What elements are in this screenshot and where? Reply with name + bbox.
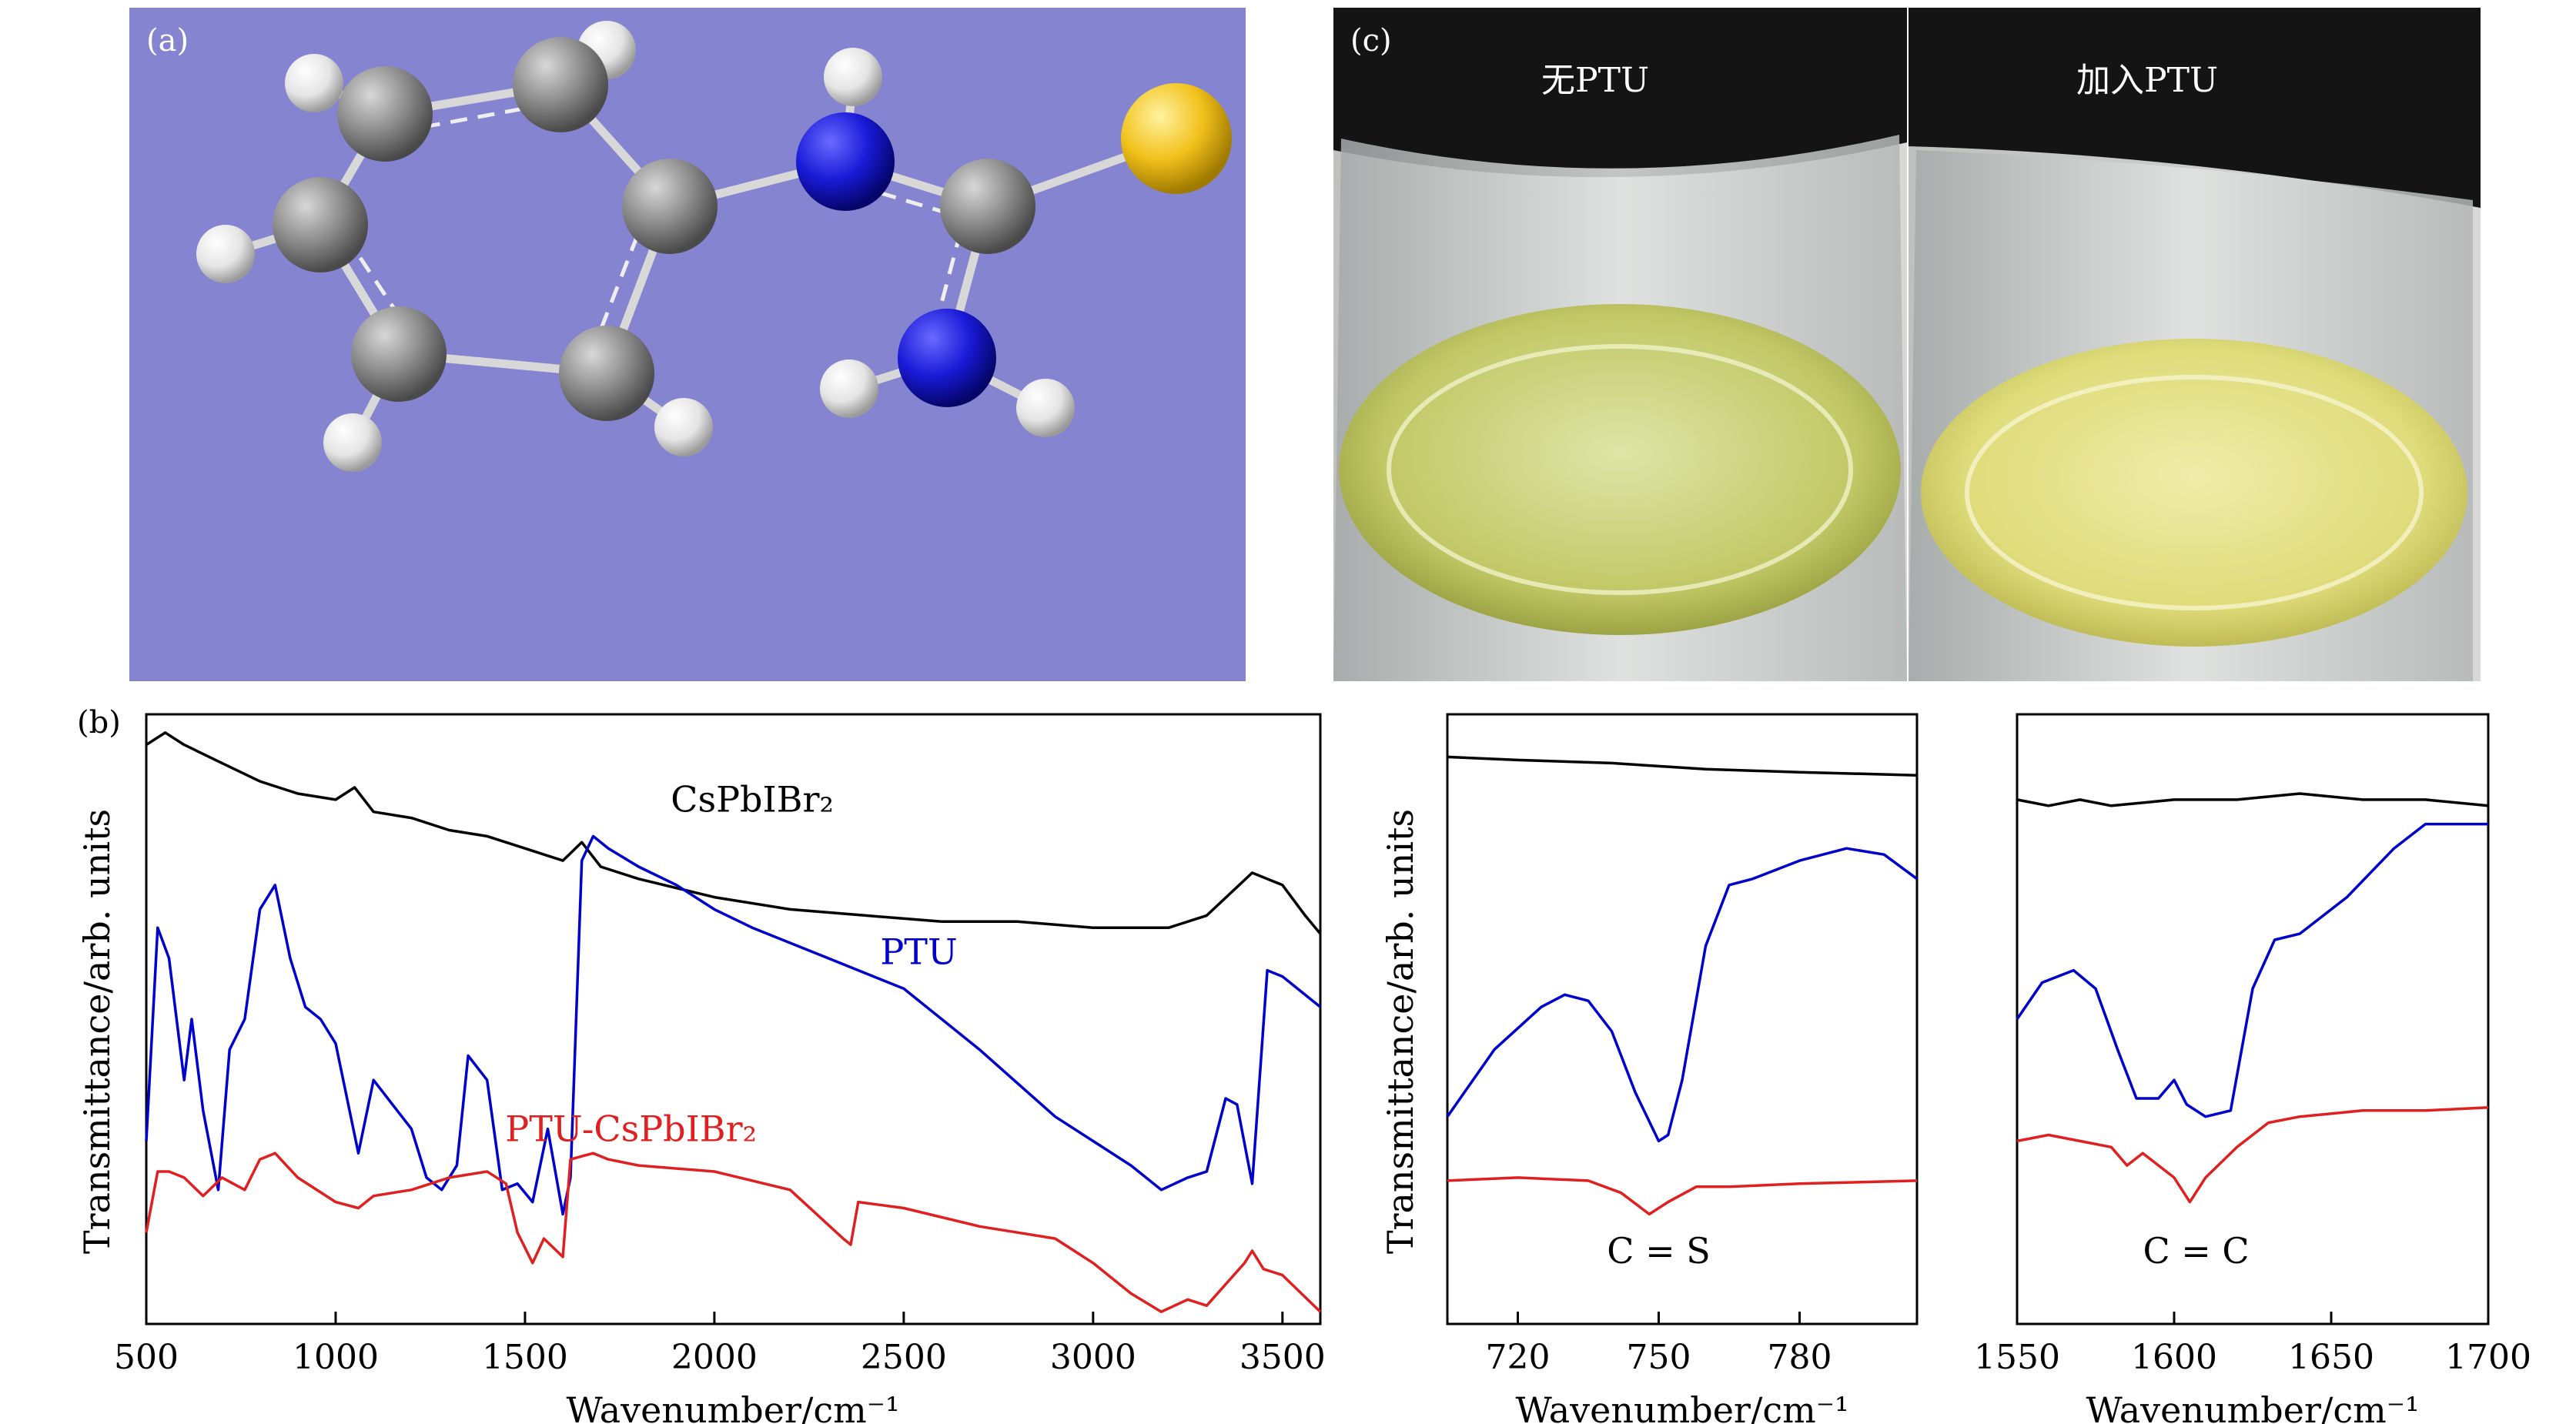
series-label-ptu: PTU: [880, 931, 957, 973]
x-tick-label: 1600: [2131, 1338, 2217, 1377]
series-label-cspbibr2: CsPbIBr₂: [671, 779, 834, 821]
plot-frame: [2016, 713, 2490, 1325]
x-tick-label: 3000: [1050, 1338, 1136, 1377]
carbon-atom: [337, 66, 433, 162]
x-ticks: 720 750 780: [1486, 1312, 1832, 1377]
nitrogen-atom: [796, 112, 895, 211]
panel-a-molecule: (a): [129, 8, 1246, 681]
carbon-atom: [622, 159, 718, 254]
x-axis-label: Wavenumber/cm⁻¹: [1515, 1389, 1848, 1424]
y-axis-label: Transmittance/arb. units: [1380, 809, 1421, 1254]
carbon-atom: [940, 159, 1035, 254]
series-lines: [2016, 792, 2489, 1204]
x-tick-label: 1650: [2288, 1338, 2374, 1377]
x-tick-label: 2000: [671, 1338, 758, 1377]
series-line-trace-1: [2016, 822, 2488, 1118]
bond-label-cs: C = S: [1607, 1230, 1711, 1272]
hydrogen-atom: [285, 54, 343, 112]
hydrogen-atom: [1016, 379, 1075, 437]
series-line-trace-2: [1447, 1176, 1918, 1216]
x-tick-label: 500: [114, 1338, 179, 1377]
hydrogen-atom: [654, 398, 713, 456]
hydrogen-atom: [824, 48, 882, 106]
left-vial-liquid: [1339, 304, 1901, 635]
plot-frame: [145, 713, 1322, 1325]
left-vial-liquid-inner: [1387, 344, 1853, 595]
left-vial-cap: [1333, 8, 1907, 178]
x-axis-label: Wavenumber/cm⁻¹: [2086, 1389, 2419, 1424]
molecule-model: [129, 8, 1246, 681]
panel-c-label: (c): [1350, 23, 1392, 58]
hydrogen-atom: [196, 225, 255, 283]
x-tick-label: 750: [1627, 1338, 1691, 1377]
panel-a-label: (a): [146, 23, 189, 58]
x-tick-label: 1550: [1974, 1338, 2060, 1377]
panel-b-label: (b): [77, 705, 121, 740]
series-label-ptu-cspbibr2: PTU-CsPbIBr₂: [505, 1108, 757, 1149]
right-vial-cap: [1909, 8, 2481, 208]
series-line-cspbibr-: [146, 731, 1322, 935]
hydrogen-atom: [323, 413, 382, 472]
series-line-trace-1: [1446, 847, 1919, 1143]
carbon-atom: [273, 177, 368, 272]
series-line-trace-0: [2016, 792, 2489, 807]
right-vial-liquid-inner: [1965, 375, 2424, 610]
nitrogen-atom: [898, 309, 996, 407]
x-ticks: 1550 1600 1650 1700: [1974, 1312, 2531, 1377]
x-tick-label: 780: [1768, 1338, 1832, 1377]
atoms: [196, 21, 1232, 472]
x-tick-label: 1000: [293, 1338, 379, 1377]
x-tick-label: 3500: [1239, 1338, 1326, 1377]
series-lines: [145, 731, 1322, 1313]
x-tick-label: 1700: [2445, 1338, 2531, 1377]
hydrogen-atom: [820, 359, 878, 418]
series-line-trace-2: [2016, 1106, 2489, 1204]
bond-label-cc: C = C: [2143, 1230, 2249, 1272]
y-axis-label: Transmittance/arb. units: [76, 809, 118, 1254]
x-ticks: 500 1000 1500 2000 2500 3000 3500: [114, 1312, 1326, 1377]
left-vial-title: 无PTU: [1541, 61, 1650, 100]
series-line-ptu-cspbibr-: [145, 1152, 1322, 1313]
series-lines: [1446, 755, 1919, 1216]
carbon-atom: [559, 326, 654, 421]
series-line-ptu: [145, 834, 1322, 1216]
carbon-atom: [351, 306, 447, 402]
sulfur-atom: [1121, 83, 1232, 194]
vial-photos: [1333, 8, 2481, 681]
plot-frame: [1446, 713, 1919, 1325]
carbon-atom: [513, 37, 608, 132]
right-vial-liquid: [1921, 339, 2467, 647]
series-line-trace-0: [1447, 755, 1918, 777]
molecule-background: [129, 8, 1246, 681]
right-vial-title: 加入PTU: [2076, 61, 2219, 100]
panel-c-photos: (c) 无PTU 加入PTU: [1333, 8, 2481, 681]
x-axis-label: Wavenumber/cm⁻¹: [566, 1389, 899, 1424]
x-tick-label: 720: [1486, 1338, 1551, 1377]
x-tick-label: 2500: [861, 1338, 947, 1377]
x-tick-label: 1500: [482, 1338, 568, 1377]
